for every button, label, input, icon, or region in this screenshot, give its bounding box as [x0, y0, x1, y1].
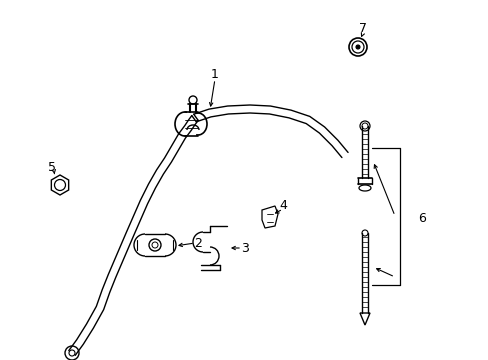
Polygon shape — [359, 313, 369, 325]
Text: 2: 2 — [194, 237, 202, 249]
Text: 3: 3 — [241, 242, 248, 255]
Text: 5: 5 — [48, 161, 56, 174]
Text: 4: 4 — [279, 198, 286, 212]
Text: 6: 6 — [417, 212, 425, 225]
Text: 7: 7 — [358, 22, 366, 35]
Circle shape — [355, 45, 359, 49]
Text: 1: 1 — [211, 68, 219, 81]
